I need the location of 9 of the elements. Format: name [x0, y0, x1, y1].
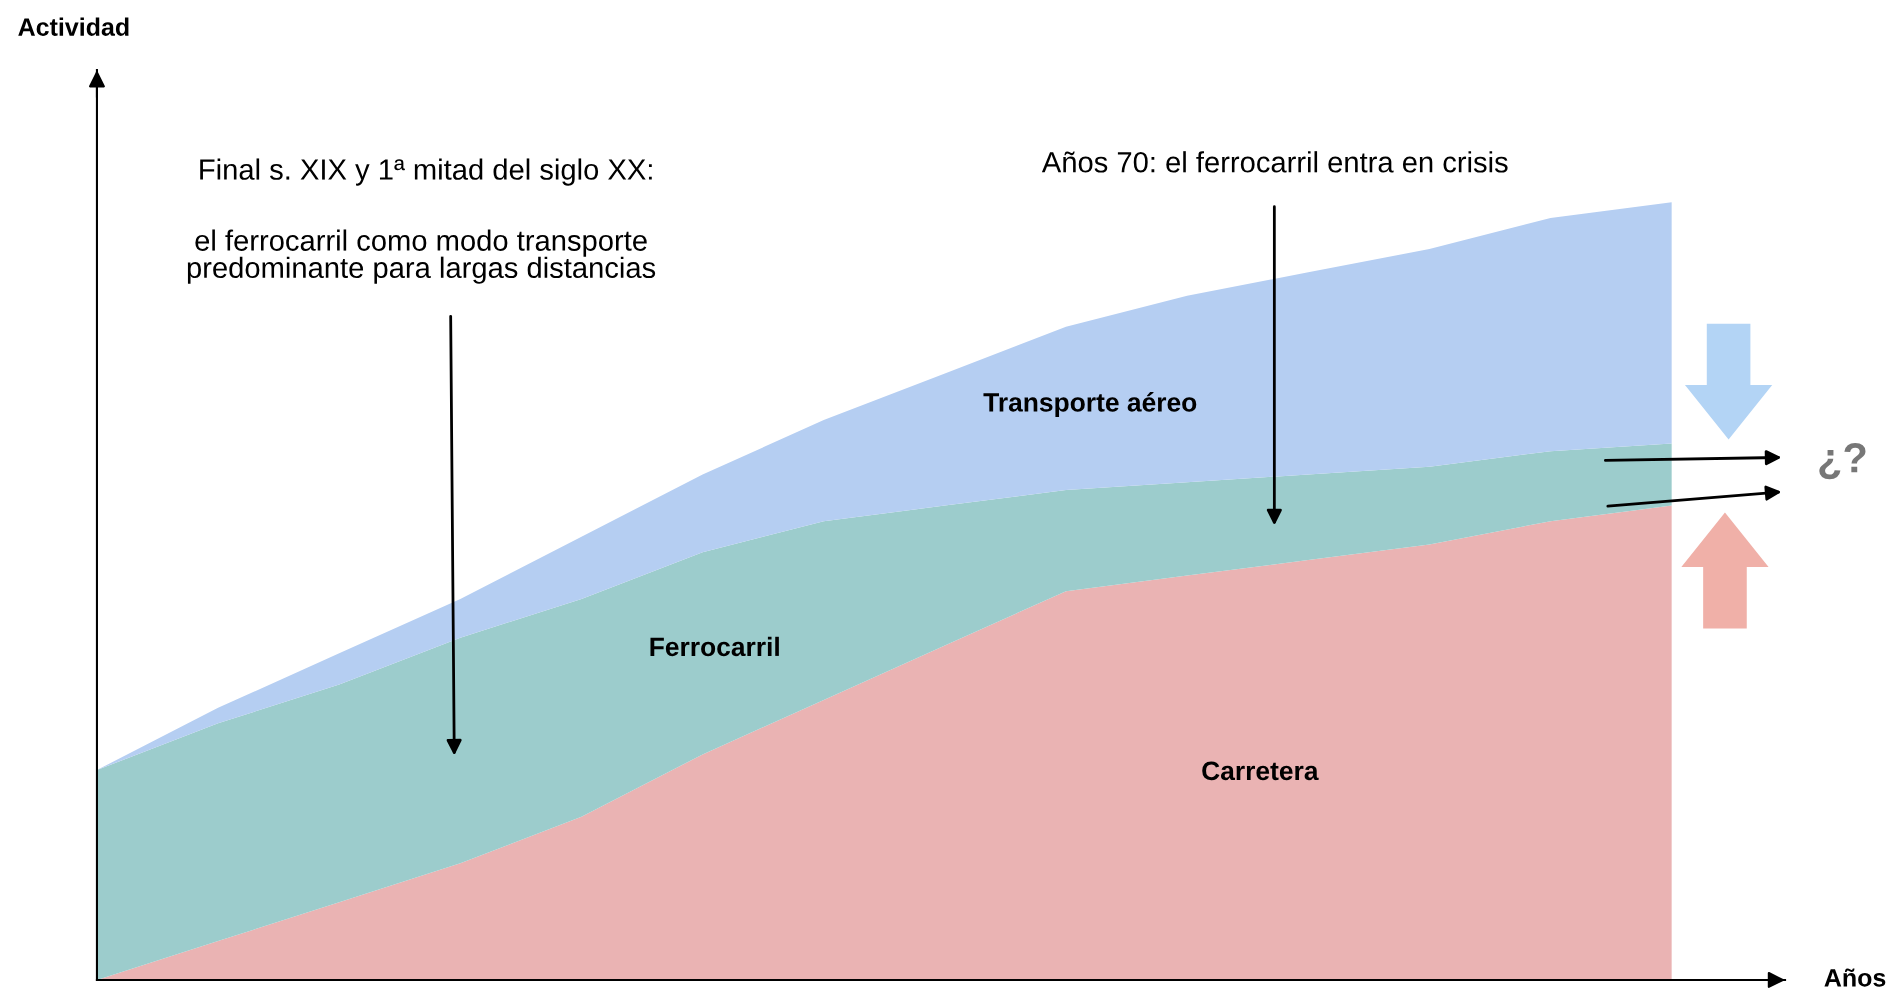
text: ¿? — [1819, 443, 1866, 480]
x-axis-title: Años — [1824, 968, 1886, 987]
text: Final s. XIX y 1ª mitad del siglo XX: — [200, 158, 652, 186]
series-label: Transporte aéreo — [983, 392, 1197, 417]
text: Actividad — [18, 17, 129, 36]
series-label: Ferrocarril — [650, 636, 779, 657]
series-label: Carretera — [1202, 761, 1319, 781]
annotation: el ferrocarril como modo transporte predominante para largas distancias — [187, 229, 656, 284]
text: Años 70: el ferrocarril entra en crisis — [1041, 151, 1508, 173]
